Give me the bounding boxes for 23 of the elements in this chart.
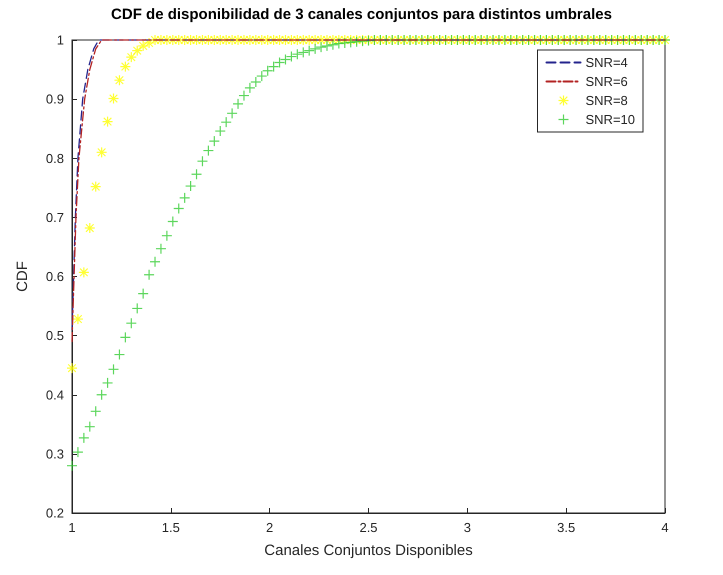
x-tick-label: 3.5 — [557, 520, 576, 535]
y-tick-label: 0.8 — [46, 150, 64, 166]
y-tick-label: 1 — [56, 32, 64, 48]
x-tick-label: 2 — [266, 520, 274, 535]
y-tick-label: 0.4 — [46, 387, 64, 402]
legend-label: SNR=6 — [586, 74, 628, 89]
y-tick-label: 0.3 — [46, 446, 64, 462]
x-tick-label: 2.5 — [359, 520, 378, 535]
y-tick-label: 0.7 — [46, 210, 64, 225]
chart-title: CDF de disponibilidad de 3 canales conjuntos para distintos umbrales — [111, 6, 612, 23]
x-tick-label: 1.5 — [162, 520, 180, 535]
y-axis-title: CDF — [14, 261, 31, 292]
y-tick-label: 0.6 — [46, 269, 64, 284]
x-tick-label: 4 — [661, 520, 669, 535]
y-tick-label: 0.2 — [46, 506, 64, 520]
x-tick-label: 1 — [68, 520, 76, 535]
legend-label: SNR=4 — [586, 55, 628, 70]
x-tick-label: 3 — [464, 520, 471, 535]
y-tick-label: 0.9 — [46, 92, 64, 107]
legend-label: SNR=8 — [586, 93, 628, 108]
legend-label: SNR=10 — [586, 112, 635, 127]
x-axis-title: Canales Conjuntos Disponibles — [264, 542, 473, 559]
y-tick-label: 0.5 — [46, 328, 64, 344]
